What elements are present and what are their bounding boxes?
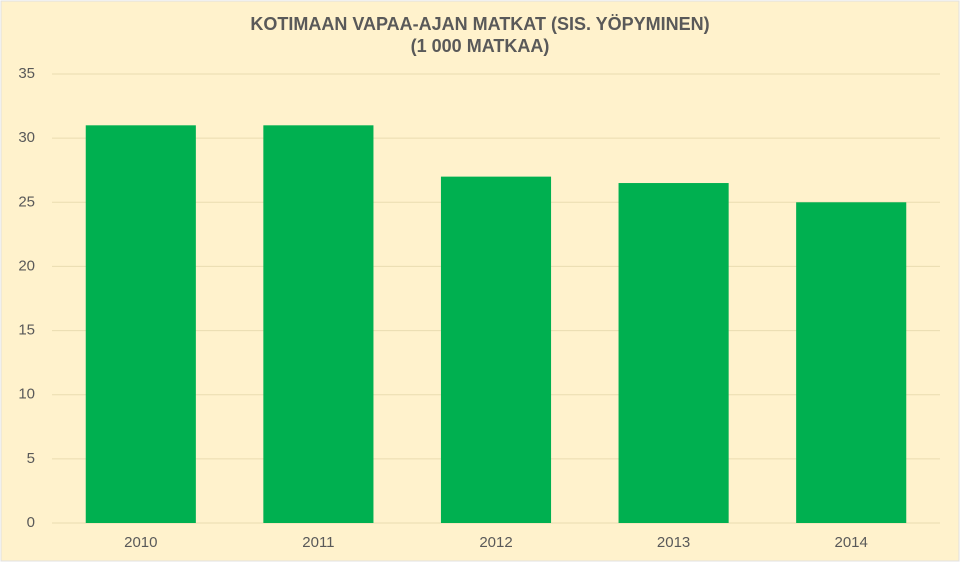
bar <box>796 202 907 524</box>
x-tick-label: 2014 <box>835 534 868 551</box>
y-tick-label: 25 <box>18 193 35 210</box>
chart-title: KOTIMAAN VAPAA-AJAN MATKAT (SIS. YÖPYMIN… <box>250 14 709 34</box>
bar <box>85 125 196 524</box>
bar <box>263 125 374 524</box>
x-tick-label: 2010 <box>124 534 157 551</box>
x-tick-label: 2012 <box>479 534 512 551</box>
x-tick-label: 2013 <box>657 534 690 551</box>
y-tick-label: 0 <box>27 514 35 531</box>
y-tick-label: 15 <box>18 322 35 339</box>
x-tick-label: 2011 <box>302 534 334 551</box>
y-tick-label: 10 <box>18 386 35 403</box>
bar <box>440 176 552 523</box>
y-tick-label: 35 <box>18 65 35 82</box>
y-tick-label: 5 <box>27 450 35 467</box>
y-tick-label: 30 <box>18 129 35 146</box>
chart-subtitle: (1 000 MATKAA) <box>411 36 550 56</box>
y-tick-label: 20 <box>18 257 35 274</box>
bar <box>618 183 729 524</box>
